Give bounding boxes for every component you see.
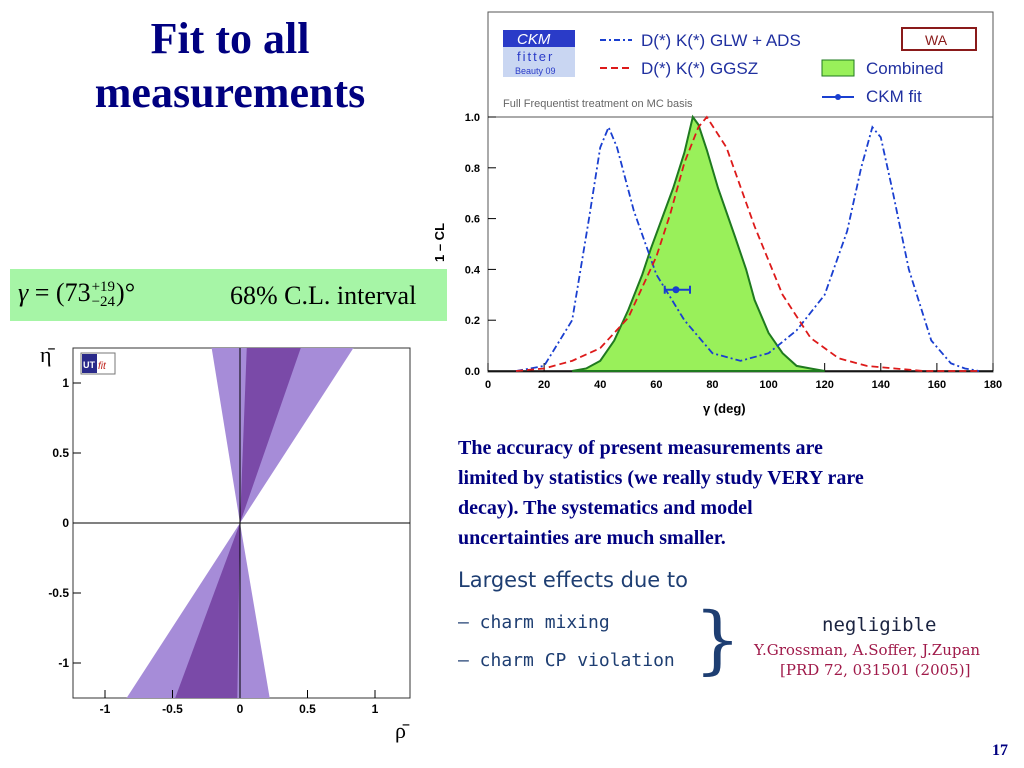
effects-brace: } bbox=[694, 597, 742, 683]
ckm-x-tick-label: 140 bbox=[872, 379, 890, 391]
effect-charm-mixing: – charm mixing bbox=[458, 612, 610, 633]
effects-header: Largest effects due to bbox=[458, 568, 688, 592]
ckm-x-tick-label: 120 bbox=[815, 379, 833, 391]
gamma-central-value: = (73 bbox=[34, 278, 91, 307]
gamma-unit: )° bbox=[116, 278, 136, 307]
ckm-fit-point bbox=[672, 286, 680, 294]
confidence-interval-label: 68% C.L. interval bbox=[230, 281, 417, 310]
ckm-x-tick-label: 80 bbox=[706, 379, 718, 391]
gamma-lower-error: −24 bbox=[91, 294, 116, 311]
title-line-1: Fit to all bbox=[150, 14, 310, 63]
utfit-y-tick-label: 1 bbox=[62, 376, 69, 390]
ckm-y-tick-label: 1.0 bbox=[465, 112, 480, 124]
effects-reference-authors: Y.Grossman, A.Soffer, J.Zupan bbox=[754, 641, 981, 659]
slide-title: Fit to all measurements bbox=[40, 12, 420, 120]
utfit-inner-band-upper bbox=[240, 348, 301, 523]
utfit-plot: -1 -0.5 0 0.5 1 1 0.5 0 -0.5 -1 UT fit ρ̄ η̄ bbox=[40, 342, 411, 743]
ckm-x-tick-label: 60 bbox=[650, 379, 662, 391]
gamma-result-box: γ = (73 +19 −24)° 68% C.L. interval bbox=[10, 269, 447, 321]
ckm-y-tick-label: 0.8 bbox=[465, 163, 480, 175]
utfit-y-tick-label: 0.5 bbox=[52, 446, 69, 460]
legend-ggsz: D(*) K(*) GGSZ bbox=[641, 59, 758, 78]
legend-combined: Combined bbox=[866, 59, 944, 78]
ckmfitter-logo-text: CKM bbox=[517, 31, 551, 48]
gamma-symbol: γ bbox=[18, 278, 29, 307]
utfit-x-tick-label: 0.5 bbox=[299, 702, 316, 716]
page-number: 17 bbox=[992, 742, 1008, 759]
gamma-errors: +19 −24 bbox=[92, 280, 115, 310]
utfit-y-tick-label: -0.5 bbox=[48, 586, 69, 600]
ckm-x-tick-label: 0 bbox=[485, 379, 491, 391]
utfit-ticks: -1 -0.5 0 0.5 1 1 0.5 0 -0.5 -1 bbox=[48, 376, 378, 716]
utfit-y-tick-label: 0 bbox=[62, 516, 69, 530]
ckm-x-tick-label: 40 bbox=[594, 379, 606, 391]
ckm-y-tick-label: 0.6 bbox=[465, 214, 480, 226]
ckm-subtitle: Full Frequentist treatment on MC basis bbox=[503, 98, 693, 110]
ckm-y-tick-label: 0.2 bbox=[465, 315, 480, 327]
wa-badge-text: WA bbox=[925, 32, 948, 48]
effect-charm-cp-violation: – charm CP violation bbox=[458, 650, 675, 671]
utfit-inner-band-lower bbox=[175, 523, 240, 698]
largest-effects-panel: Largest effects due to – charm mixing – … bbox=[458, 568, 1018, 688]
conclusion-line-2: limited by statistics (we really study V… bbox=[458, 467, 864, 489]
gamma-formula: γ = (73 +19 −24)° bbox=[18, 278, 135, 310]
series-combined bbox=[571, 114, 825, 372]
series-glw-ads bbox=[515, 124, 980, 372]
ckm-x-tick-label: 160 bbox=[928, 379, 946, 391]
wa-badge bbox=[901, 27, 977, 51]
ckm-y-axis-label: 1 – CL bbox=[432, 223, 447, 262]
conclusion-paragraph: The accuracy of present measurements are… bbox=[458, 433, 998, 553]
title-line-2: measurements bbox=[94, 68, 366, 117]
utfit-x-tick-label: -0.5 bbox=[162, 702, 183, 716]
ckm-y-tick-label: 0.4 bbox=[465, 264, 481, 276]
utfit-logo-fit: fit bbox=[98, 361, 107, 372]
conclusion-line-3: decay). The systematics and model bbox=[458, 497, 753, 519]
utfit-x-tick-label: 0 bbox=[237, 702, 244, 716]
gamma-upper-error: +19 bbox=[91, 279, 116, 296]
ckm-x-tick-label: 180 bbox=[984, 379, 1002, 391]
ckm-x-axis-label: γ (deg) bbox=[703, 401, 746, 416]
legend-glw-ads: D(*) K(*) GLW + ADS bbox=[641, 31, 801, 50]
ckm-x-tick-label: 100 bbox=[759, 379, 777, 391]
legend-swatch-combined bbox=[821, 59, 855, 77]
ckm-y-tick-label: 0.0 bbox=[465, 366, 480, 378]
conclusion-line-4: uncertainties are much smaller. bbox=[458, 527, 726, 549]
utfit-x-tick-label: 1 bbox=[372, 702, 379, 716]
utfit-y-tick-label: -1 bbox=[58, 656, 69, 670]
ckm-plot: CKM fitter Beauty 09 D(*) K(*) GLW + ADS… bbox=[432, 11, 1002, 416]
ckm-x-tick-label: 20 bbox=[538, 379, 550, 391]
utfit-logo-ut: UT bbox=[83, 360, 95, 370]
ckmfitter-logo-conf: Beauty 09 bbox=[515, 66, 556, 76]
utfit-x-tick-label: -1 bbox=[100, 702, 111, 716]
conclusion-line-1: The accuracy of present measurements are bbox=[458, 437, 823, 459]
utfit-x-axis-label: ρ̄ bbox=[395, 718, 410, 743]
legend-ckm-fit: CKM fit bbox=[866, 87, 922, 106]
utfit-y-axis-label: η̄ bbox=[40, 342, 56, 367]
utfit-logo-block bbox=[82, 354, 97, 373]
legend-swatch-fit-dot bbox=[835, 94, 841, 100]
series-ggsz bbox=[515, 115, 979, 372]
effects-reference-journal: [PRD 72, 031501 (2005)] bbox=[780, 661, 971, 679]
effects-negligible: negligible bbox=[822, 614, 937, 636]
ckmfitter-logo-subtext: fitter bbox=[517, 49, 554, 64]
ckm-curves bbox=[515, 114, 980, 372]
ckmfitter-logo-bottom bbox=[503, 47, 575, 77]
ckmfitter-logo-top bbox=[503, 30, 575, 47]
